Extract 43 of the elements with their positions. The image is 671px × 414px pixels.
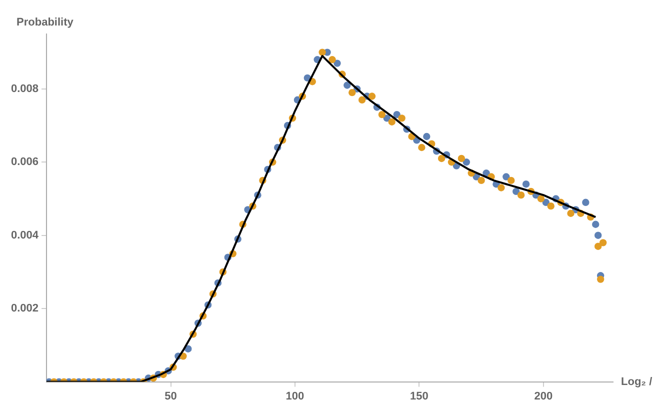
- y-axis-title: Probability: [16, 16, 74, 29]
- point: [438, 154, 446, 162]
- point: [368, 92, 376, 100]
- point: [594, 232, 602, 239]
- point: [334, 60, 341, 67]
- point: [537, 195, 545, 202]
- point: [344, 82, 351, 89]
- x-tick-label: 50: [164, 390, 177, 402]
- point: [502, 173, 510, 180]
- y-tick-label: 0.006: [10, 156, 39, 168]
- point: [517, 191, 525, 199]
- point: [498, 184, 505, 192]
- point: [512, 188, 520, 196]
- point: [594, 242, 602, 250]
- point: [328, 56, 336, 64]
- x-axis-title: Log₂ /: [621, 376, 652, 388]
- point: [184, 345, 192, 352]
- point: [462, 158, 470, 166]
- point: [348, 88, 356, 96]
- point: [567, 210, 574, 217]
- point: [596, 276, 604, 283]
- x-tick-label: 200: [534, 390, 553, 402]
- point: [398, 114, 406, 122]
- point: [458, 154, 466, 162]
- y-tick-label: 0.004: [10, 229, 40, 242]
- point: [592, 220, 600, 228]
- point: [388, 118, 396, 126]
- point: [522, 180, 530, 188]
- point: [478, 176, 485, 184]
- point: [318, 48, 326, 56]
- point: [423, 132, 430, 140]
- point: [378, 110, 386, 118]
- point: [599, 239, 607, 246]
- x-tick-label: 150: [410, 390, 428, 402]
- point: [418, 144, 426, 152]
- point: [393, 110, 400, 118]
- point: [358, 96, 366, 104]
- point: [582, 198, 590, 206]
- point: [547, 202, 554, 210]
- point: [508, 176, 515, 184]
- y-tick-label: 0.008: [10, 82, 39, 95]
- x-tick-label: 100: [286, 390, 304, 402]
- y-tick-label: 0.002: [10, 302, 39, 315]
